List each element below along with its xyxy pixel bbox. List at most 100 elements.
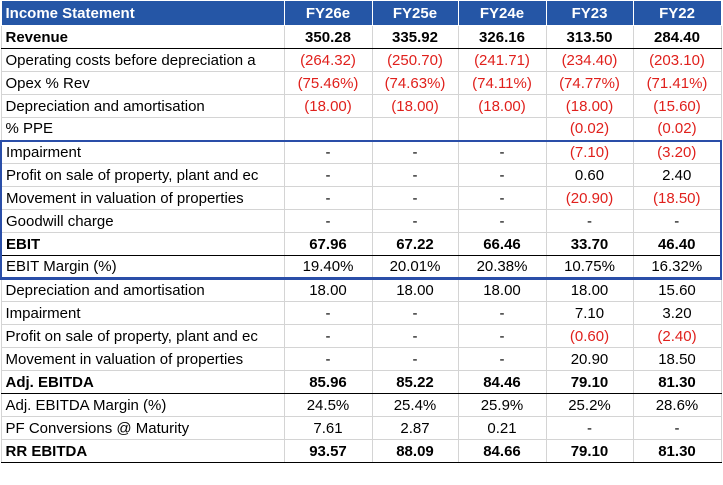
value-cell: (0.02) bbox=[545, 117, 634, 141]
value-cell: (18.00) bbox=[371, 94, 459, 118]
value-cell: 284.40 bbox=[632, 25, 722, 49]
value-cell: - bbox=[283, 347, 373, 371]
value-cell: (18.00) bbox=[283, 94, 373, 118]
value-cell: 67.22 bbox=[371, 232, 459, 256]
row-label: Impairment bbox=[0, 139, 285, 164]
value-cell: - bbox=[371, 347, 459, 371]
table-row: EBIT Margin (%) 19.40% 20.01% 20.38% 10.75% 1… bbox=[0, 255, 722, 280]
value-cell: 84.46 bbox=[457, 370, 547, 394]
value-cell: 350.28 bbox=[283, 25, 373, 49]
value-cell: (234.40) bbox=[545, 48, 634, 72]
value-cell: (15.60) bbox=[632, 94, 722, 118]
value-cell: - bbox=[632, 209, 722, 233]
row-label: Profit on sale of property, plant and ec bbox=[0, 163, 285, 187]
value-cell: (74.11%) bbox=[457, 71, 547, 95]
value-cell: 46.40 bbox=[632, 232, 722, 256]
value-cell: 25.4% bbox=[371, 393, 459, 417]
row-label: EBIT Margin (%) bbox=[0, 255, 285, 280]
value-cell: 19.40% bbox=[283, 255, 373, 280]
value-cell bbox=[371, 117, 459, 141]
column-header: FY24e bbox=[457, 0, 547, 26]
income-statement-table: Income Statement FY26e FY25e FY24e FY23 FY22 R… bbox=[0, 0, 722, 463]
value-cell: (0.60) bbox=[545, 324, 634, 348]
value-cell: 20.01% bbox=[371, 255, 459, 280]
value-cell: 85.96 bbox=[283, 370, 373, 394]
value-cell: 93.57 bbox=[283, 439, 373, 463]
row-label: Operating costs before depreciation a bbox=[0, 48, 285, 72]
column-header: FY22 bbox=[632, 0, 722, 26]
row-label: Profit on sale of property, plant and ec bbox=[0, 324, 285, 348]
row-label: Opex % Rev bbox=[0, 71, 285, 95]
value-cell: 335.92 bbox=[371, 25, 459, 49]
row-label: Goodwill charge bbox=[0, 209, 285, 233]
value-cell: - bbox=[457, 347, 547, 371]
value-cell: 313.50 bbox=[545, 25, 634, 49]
value-cell: (0.02) bbox=[632, 117, 722, 141]
table-row: Depreciation and amortisation 18.00 18.00 1… bbox=[0, 278, 722, 302]
value-cell: (7.10) bbox=[545, 139, 634, 164]
value-cell: (74.77%) bbox=[545, 71, 634, 95]
value-cell: (18.00) bbox=[545, 94, 634, 118]
value-cell: 67.96 bbox=[283, 232, 373, 256]
value-cell: - bbox=[457, 301, 547, 325]
value-cell: 2.40 bbox=[632, 163, 722, 187]
value-cell: 81.30 bbox=[632, 439, 722, 463]
table-row: Profit on sale of property, plant and ec… bbox=[0, 324, 722, 348]
row-label: PF Conversions @ Maturity bbox=[0, 416, 285, 440]
value-cell: - bbox=[283, 209, 373, 233]
table-row: RR EBITDA 93.57 88.09 84.66 79.10 81.30 bbox=[0, 439, 722, 463]
value-cell: (71.41%) bbox=[632, 71, 722, 95]
value-cell: (20.90) bbox=[545, 186, 634, 210]
row-label: Impairment bbox=[0, 301, 285, 325]
value-cell: 18.00 bbox=[371, 278, 459, 302]
value-cell: 18.00 bbox=[457, 278, 547, 302]
value-cell: - bbox=[457, 186, 547, 210]
value-cell: (3.20) bbox=[632, 139, 722, 164]
row-label: Movement in valuation of properties bbox=[0, 186, 285, 210]
value-cell: 326.16 bbox=[457, 25, 547, 49]
value-cell: 28.6% bbox=[632, 393, 722, 417]
row-label: Adj. EBITDA Margin (%) bbox=[0, 393, 285, 417]
row-label: % PPE bbox=[0, 117, 285, 141]
row-label: Revenue bbox=[0, 25, 285, 49]
value-cell: - bbox=[457, 139, 547, 164]
table-row: Impairment - - -7.10 3.20 bbox=[0, 301, 722, 325]
row-label: Depreciation and amortisation bbox=[0, 278, 285, 302]
value-cell: - bbox=[545, 416, 634, 440]
value-cell: - bbox=[283, 324, 373, 348]
value-cell: - bbox=[632, 416, 722, 440]
value-cell: 25.9% bbox=[457, 393, 547, 417]
header-row: Income Statement FY26e FY25e FY24e FY23 FY22 bbox=[0, 0, 722, 26]
value-cell: (241.71) bbox=[457, 48, 547, 72]
table-row: Movement in valuation of properties - - - (2… bbox=[0, 186, 722, 210]
value-cell: (74.63%) bbox=[371, 71, 459, 95]
table-title: Income Statement bbox=[0, 0, 285, 26]
table-row: Depreciation and amortisation (18.00) (18.… bbox=[0, 94, 722, 118]
value-cell: - bbox=[457, 324, 547, 348]
column-header: FY25e bbox=[371, 0, 459, 26]
value-cell: - bbox=[457, 209, 547, 233]
table-row: Adj. EBITDA 85.96 85.22 84.46 79.10 81.30 bbox=[0, 370, 722, 394]
row-label: Depreciation and amortisation bbox=[0, 94, 285, 118]
value-cell: - bbox=[545, 209, 634, 233]
table-row: EBIT 67.96 67.22 66.46 33.70 46.40 bbox=[0, 232, 722, 256]
table-row: Goodwill charge - - - - - bbox=[0, 209, 722, 233]
value-cell: - bbox=[371, 163, 459, 187]
value-cell: - bbox=[283, 186, 373, 210]
column-header: FY23 bbox=[545, 0, 634, 26]
value-cell: 25.2% bbox=[545, 393, 634, 417]
value-cell: - bbox=[371, 209, 459, 233]
table-row: Operating costs before depreciation a (26… bbox=[0, 48, 722, 72]
value-cell: 7.61 bbox=[283, 416, 373, 440]
value-cell: 0.21 bbox=[457, 416, 547, 440]
table-row: Opex % Rev (75.46%) (74.63%) (74.11%) (74.77… bbox=[0, 71, 722, 95]
value-cell: 3.20 bbox=[632, 301, 722, 325]
value-cell: 15.60 bbox=[632, 278, 722, 302]
table-row: PF Conversions @ Maturity 7.61 2.87 0.21- - bbox=[0, 416, 722, 440]
value-cell: (203.10) bbox=[632, 48, 722, 72]
row-label: Adj. EBITDA bbox=[0, 370, 285, 394]
value-cell: (250.70) bbox=[371, 48, 459, 72]
value-cell: 81.30 bbox=[632, 370, 722, 394]
value-cell: - bbox=[371, 186, 459, 210]
